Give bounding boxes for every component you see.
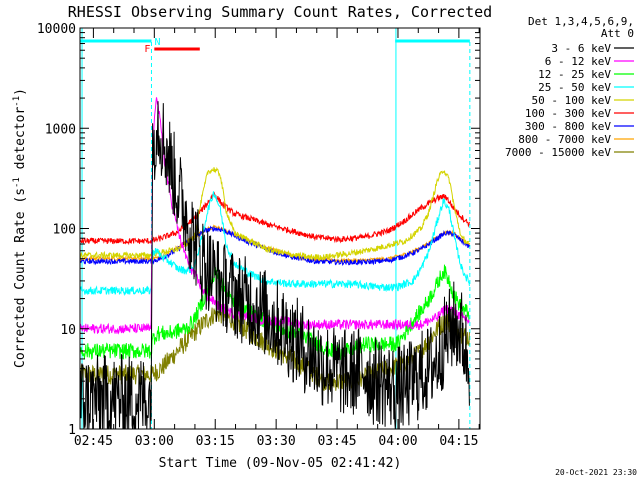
x-tick-label-7: 04:15 xyxy=(439,434,478,449)
legend-entry-label-7: 300 - 800 keV xyxy=(525,120,611,133)
x-tick-label-5: 03:45 xyxy=(317,434,356,449)
x-tick-label-3: 03:15 xyxy=(196,434,235,449)
axes-layer: 1 10 100 1000 10000 02:45 03:00 03:15 03:30 03:45… xyxy=(37,22,480,449)
y-axis-label: Corrected Count Rate (s-1 detector-1) xyxy=(12,88,28,368)
x-tick-label-4: 03:30 xyxy=(257,434,296,449)
y-tick-label-1: 1 xyxy=(68,423,76,438)
legend-entry-label-5: 50 - 100 keV xyxy=(532,94,612,107)
legend-entry-label-4: 25 - 50 keV xyxy=(538,81,611,94)
n-marker-label: N xyxy=(154,37,160,48)
x-axis-label: Start Time (09-Nov-05 02:41:42) xyxy=(159,456,402,471)
series-line-1 xyxy=(80,101,470,429)
legend-entry-label-2: 6 - 12 keV xyxy=(545,55,612,68)
series-line-7 xyxy=(80,225,470,266)
y-tick-label-4: 1000 xyxy=(45,122,76,137)
y-tick-label-2: 10 xyxy=(60,323,76,338)
series-line-4 xyxy=(80,191,470,297)
legend-entry-label-3: 12 - 25 keV xyxy=(538,68,611,81)
legend-entry-label-8: 800 - 7000 keV xyxy=(518,133,611,146)
chart-title: RHESSI Observing Summary Count Rates, Co… xyxy=(68,3,492,21)
series-line-6 xyxy=(80,191,470,246)
legend-header-line-1: Det 1,3,4,5,6,9, xyxy=(528,15,634,28)
y-tick-label-3: 100 xyxy=(53,223,76,238)
y-axis-label-sup1: -1 xyxy=(12,177,22,188)
legend-header-line-2: Att 0 xyxy=(601,27,634,40)
x-tick-label-2: 03:00 xyxy=(135,434,174,449)
y-axis-label-end: ) xyxy=(13,88,28,96)
series-line-5 xyxy=(80,166,470,261)
f-marker-label: F xyxy=(144,44,150,55)
y-tick-label-5: 10000 xyxy=(37,22,76,37)
x-tick-label-6: 04:00 xyxy=(378,434,417,449)
legend-entry-label-9: 7000 - 15000 keV xyxy=(505,146,611,159)
series-layer xyxy=(80,97,470,429)
y-axis-label-mid: detector xyxy=(13,107,28,178)
legend-entry-label-6: 100 - 300 keV xyxy=(525,107,611,120)
x-tick-label-1: 02:45 xyxy=(74,434,113,449)
legend-entry-label-1: 3 - 6 keV xyxy=(551,42,611,55)
y-axis-label-main: Corrected Count Rate (s xyxy=(13,188,28,368)
timestamp: 20-Oct-2021 23:30 xyxy=(555,468,637,477)
y-axis-label-sup2: -1 xyxy=(12,96,22,107)
